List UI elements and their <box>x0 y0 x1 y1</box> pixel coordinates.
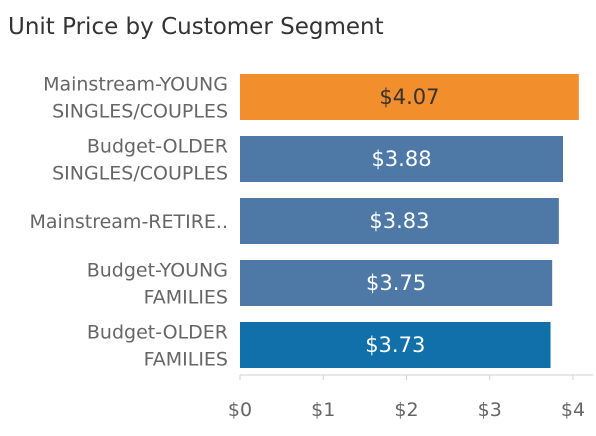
bar <box>240 260 553 306</box>
category-label: Mainstream-RETIRE.. <box>30 211 229 233</box>
category-label: Budget-YOUNG <box>87 260 228 282</box>
category-label: Mainstream-YOUNG <box>43 74 228 96</box>
category-label: FAMILIES <box>144 287 228 309</box>
bar-value-label: $3.83 <box>369 209 429 233</box>
category-label: Budget-OLDER <box>87 322 228 344</box>
bar-value-label: $3.75 <box>366 271 426 295</box>
bar <box>240 198 559 244</box>
bar <box>240 136 564 182</box>
category-label: SINGLES/COUPLES <box>52 163 228 185</box>
x-tick-label: $3 <box>478 399 502 421</box>
x-tick-label: $1 <box>311 399 335 421</box>
x-tick-label: $0 <box>228 399 252 421</box>
category-label: Budget-OLDER <box>87 136 228 158</box>
bar-value-label: $3.73 <box>365 333 425 357</box>
category-label: SINGLES/COUPLES <box>52 101 228 123</box>
x-tick-label: $2 <box>394 399 418 421</box>
bar <box>240 74 579 120</box>
bar-value-label: $3.88 <box>371 147 431 171</box>
chart-title: Unit Price by Customer Segment <box>8 14 384 40</box>
bar-value-label: $4.07 <box>379 85 439 109</box>
x-tick-label: $4 <box>561 399 585 421</box>
category-label: FAMILIES <box>144 349 228 371</box>
bar <box>240 322 551 368</box>
